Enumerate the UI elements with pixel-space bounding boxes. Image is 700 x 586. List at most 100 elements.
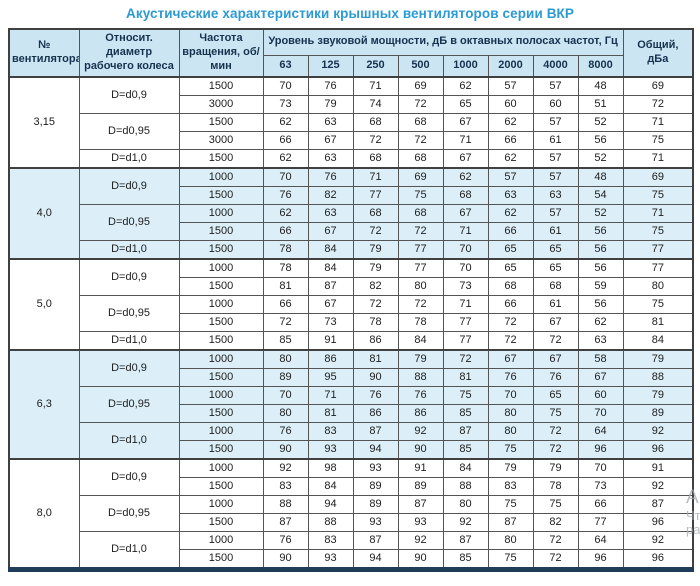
diameter-cell: D=d1,0 [78, 149, 180, 169]
spl-value-cell: 62 [262, 113, 309, 132]
spl-value-cell: 63 [487, 186, 534, 205]
spl-value-cell: 91 [307, 331, 354, 351]
spl-value-cell: 67 [442, 204, 489, 223]
total-dba-cell: 96 [622, 440, 694, 460]
header-frequency-500: 500 [397, 54, 444, 78]
total-dba-cell: 96 [622, 549, 694, 570]
table-row: D=d0,95 1000 62 63 68 68 67 62 57 52 71 [9, 204, 694, 241]
page-title: Акустические характеристики крышных вент… [125, 6, 574, 21]
spl-value-cell: 62 [487, 113, 534, 132]
spl-value-cell: 77 [442, 331, 489, 351]
spl-value-cell: 51 [577, 95, 624, 114]
table-row: 3000 66 67 72 72 71 66 61 56 75 [9, 131, 694, 150]
spl-value-cell: 65 [532, 386, 579, 405]
table-row: 3,15 D=d0,9 1500 70 76 71 69 62 57 57 48 69 [8, 76, 694, 169]
diameter-cell: D=d1,0 [78, 422, 180, 460]
spl-value-cell: 72 [397, 131, 444, 150]
rpm-cell: 1500 [178, 222, 264, 241]
spl-value-cell: 85 [442, 404, 489, 423]
spl-value-cell: 75 [487, 549, 534, 570]
spl-value-cell: 71 [352, 167, 399, 187]
spl-value-cell: 58 [577, 349, 624, 369]
header-diameter: Относит. диаметр рабочего колеса [78, 28, 180, 78]
spl-value-cell: 74 [352, 95, 399, 114]
rpm-cell: 1500 [178, 76, 264, 96]
spl-value-cell: 57 [487, 167, 534, 187]
spl-value-cell: 73 [262, 95, 309, 114]
spl-value-cell: 65 [487, 258, 534, 278]
spl-value-cell: 78 [532, 477, 579, 496]
spl-value-cell: 63 [307, 113, 354, 132]
spl-value-cell: 81 [442, 368, 489, 387]
rpm-cell: 1500 [178, 368, 264, 387]
spl-value-cell: 64 [577, 531, 624, 550]
diameter-cell: D=d0,95 [78, 204, 180, 241]
header-rpm: Частота вращения, об/мин [178, 28, 264, 78]
spl-value-cell: 87 [397, 495, 444, 514]
spl-value-cell: 75 [487, 495, 534, 514]
spl-value-cell: 69 [397, 167, 444, 187]
header-frequency-63: 63 [262, 54, 309, 78]
table-row: 1500 76 82 77 75 68 63 63 54 75 [9, 186, 694, 205]
rpm-cell: 1500 [178, 440, 264, 460]
spl-value-cell: 67 [307, 131, 354, 150]
spl-value-cell: 48 [577, 76, 624, 96]
total-dba-cell: 79 [622, 386, 694, 405]
rpm-cell: 1000 [178, 386, 264, 405]
fan-number-cell: 5,0 [8, 258, 80, 351]
spl-value-cell: 81 [262, 277, 309, 296]
total-dba-cell: 87 [622, 495, 694, 514]
spl-value-cell: 93 [307, 549, 354, 570]
spl-value-cell: 61 [532, 131, 579, 150]
fan-number-cell: 3,15 [8, 76, 80, 169]
spl-value-cell: 87 [487, 513, 534, 532]
spl-value-cell: 59 [577, 277, 624, 296]
table-header: № вентилятора Относит. диаметр рабочего … [8, 28, 694, 78]
diameter-cell: D=d0,95 [78, 386, 180, 423]
spl-value-cell: 70 [487, 386, 534, 405]
watermark-line: ра [686, 522, 700, 538]
spl-value-cell: 75 [532, 495, 579, 514]
spl-value-cell: 76 [262, 186, 309, 205]
fan-number-cell: 4,0 [8, 167, 80, 260]
spl-value-cell: 75 [532, 404, 579, 423]
spl-value-cell: 89 [352, 495, 399, 514]
spl-value-cell: 67 [442, 113, 489, 132]
spl-value-cell: 65 [487, 240, 534, 260]
table-row: D=d1,0 1000 76 83 87 92 87 80 72 64 92 [9, 531, 694, 570]
spl-value-cell: 76 [307, 76, 354, 96]
spl-value-cell: 71 [442, 131, 489, 150]
spl-value-cell: 65 [532, 258, 579, 278]
spl-value-cell: 63 [532, 186, 579, 205]
spl-value-cell: 92 [397, 531, 444, 550]
spl-value-cell: 56 [577, 222, 624, 241]
spl-value-cell: 68 [397, 113, 444, 132]
header-frequency-8000: 8000 [577, 54, 624, 78]
total-dba-cell: 75 [622, 186, 694, 205]
spl-value-cell: 87 [352, 422, 399, 441]
total-dba-cell: 96 [622, 513, 694, 532]
table-row: D=d0,95 1500 62 63 68 68 67 62 57 52 71 [9, 113, 694, 150]
spl-value-cell: 79 [307, 95, 354, 114]
spl-value-cell: 56 [577, 240, 624, 260]
rpm-cell: 1000 [178, 531, 264, 550]
total-dba-cell: 77 [622, 258, 694, 278]
spl-value-cell: 67 [307, 295, 354, 314]
total-dba-cell: 84 [622, 331, 694, 351]
spl-value-cell: 83 [262, 477, 309, 496]
spl-value-cell: 76 [307, 167, 354, 187]
spl-value-cell: 66 [487, 295, 534, 314]
spl-value-cell: 56 [577, 295, 624, 314]
diameter-cell: D=d0,95 [78, 113, 180, 150]
spl-value-cell: 76 [397, 386, 444, 405]
spl-value-cell: 89 [262, 368, 309, 387]
spl-value-cell: 52 [577, 113, 624, 132]
rpm-cell: 1000 [178, 295, 264, 314]
spl-value-cell: 79 [532, 458, 579, 478]
spl-value-cell: 57 [532, 113, 579, 132]
header-row-top: № вентилятора Относит. диаметр рабочего … [8, 28, 694, 78]
diameter-cell: D=d0,95 [78, 295, 180, 332]
spl-value-cell: 82 [307, 186, 354, 205]
spl-value-cell: 76 [262, 422, 309, 441]
spl-value-cell: 73 [577, 477, 624, 496]
